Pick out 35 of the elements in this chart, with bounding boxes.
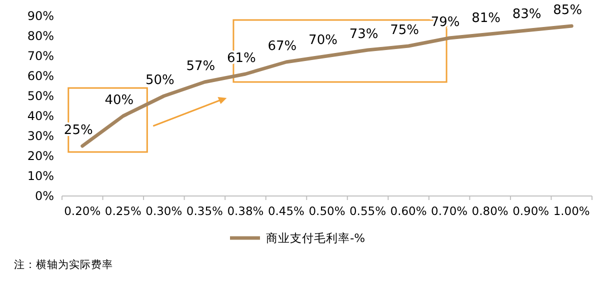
y-tick-label: 30%: [27, 129, 54, 143]
text: 75%: [390, 23, 419, 38]
x-tick-label: 0.70%: [431, 204, 468, 218]
y-tick-label: 70%: [27, 49, 54, 63]
y-tick-label: 10%: [27, 169, 54, 183]
x-tick-label: 0.35%: [186, 204, 224, 218]
text: 67%: [268, 39, 297, 54]
x-tick-label: 0.50%: [308, 204, 346, 218]
y-tick-label: 60%: [27, 69, 54, 83]
x-tick-label: 0.20%: [64, 204, 101, 218]
x-tick-label: 0.80%: [472, 204, 508, 218]
text: 73%: [349, 27, 378, 42]
x-tick-label: 0.25%: [104, 204, 142, 218]
text: 85%: [553, 3, 582, 18]
y-tick-label: 50%: [27, 89, 54, 103]
text: 57%: [186, 59, 216, 74]
x-tick-label: 0.30%: [146, 204, 182, 218]
y-tick-label: 90%: [27, 9, 54, 23]
text: 注：横轴为实际费率: [14, 258, 113, 271]
text: 81%: [472, 11, 501, 26]
text: 50%: [145, 73, 174, 88]
y-tick-label: 80%: [27, 29, 54, 43]
y-tick-label: 0%: [34, 189, 54, 203]
x-tick-label: 1.00%: [553, 204, 590, 218]
x-tick-label: 0.90%: [512, 204, 550, 218]
x-tick-label: 0.60%: [390, 204, 427, 218]
x-tick-label: 0.45%: [268, 204, 305, 218]
text: 83%: [512, 7, 542, 22]
text: 70%: [308, 33, 338, 48]
text: 40%: [104, 93, 134, 108]
legend-label: 商业支付毛利率-%: [266, 231, 366, 245]
y-tick-label: 20%: [27, 149, 54, 163]
x-tick-label: 0.38%: [227, 204, 264, 218]
x-tick-label: 0.55%: [349, 204, 386, 218]
y-tick-label: 40%: [27, 109, 54, 123]
